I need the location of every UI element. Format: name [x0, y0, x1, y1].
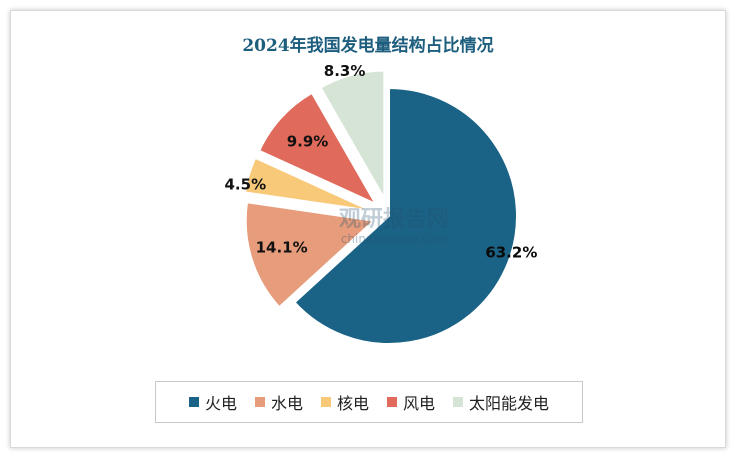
legend: 火电 水电 核电 风电 太阳能发电: [155, 381, 583, 423]
watermark-url-text: chinabaogao.com: [341, 232, 447, 246]
legend-label: 太阳能发电: [469, 394, 550, 413]
legend-swatch: [387, 397, 397, 407]
pie-slice-2: [244, 201, 376, 309]
legend-item-3: 核电: [320, 390, 369, 414]
legend-item-1: 火电: [188, 390, 237, 414]
pie-slice-5: [319, 69, 386, 203]
data-label-1: 63.2%: [485, 244, 537, 262]
pie-chart: 63.2% 14.1% 4.5% 9.9% 8.3% 观研报告网 chinabaogao…: [225, 62, 537, 345]
data-label-3: 4.5%: [225, 175, 267, 193]
pie-slice-4: [257, 91, 379, 207]
legend-swatch: [453, 397, 464, 407]
chart-title: 2024年我国发电量结构占比情况: [242, 36, 494, 56]
legend-item-4: 风电: [387, 390, 435, 414]
pie-slice-3: [243, 156, 373, 212]
data-label-2: 14.1%: [256, 238, 308, 256]
data-label-4: 9.9%: [287, 132, 329, 150]
legend-swatch: [320, 397, 331, 407]
legend-label: 核电: [336, 394, 369, 413]
legend-swatch: [188, 397, 199, 407]
legend-swatch: [254, 397, 265, 407]
chart-card: 2024年我国发电量结构占比情况 63.2% 14.1% 4.5% 9.9% 8.3% …: [10, 10, 726, 448]
legend-item-5: 太阳能发电: [453, 390, 549, 414]
watermark-logo-text: 观研报告网: [339, 207, 449, 232]
legend-item-2: 水电: [254, 390, 303, 414]
data-label-5: 8.3%: [324, 62, 366, 80]
legend-label: 水电: [270, 394, 303, 413]
legend-label: 风电: [403, 394, 436, 413]
legend-label: 火电: [204, 394, 237, 413]
watermark: 观研报告网 chinabaogao.com: [339, 207, 449, 246]
pie-slice-1: [293, 86, 518, 345]
